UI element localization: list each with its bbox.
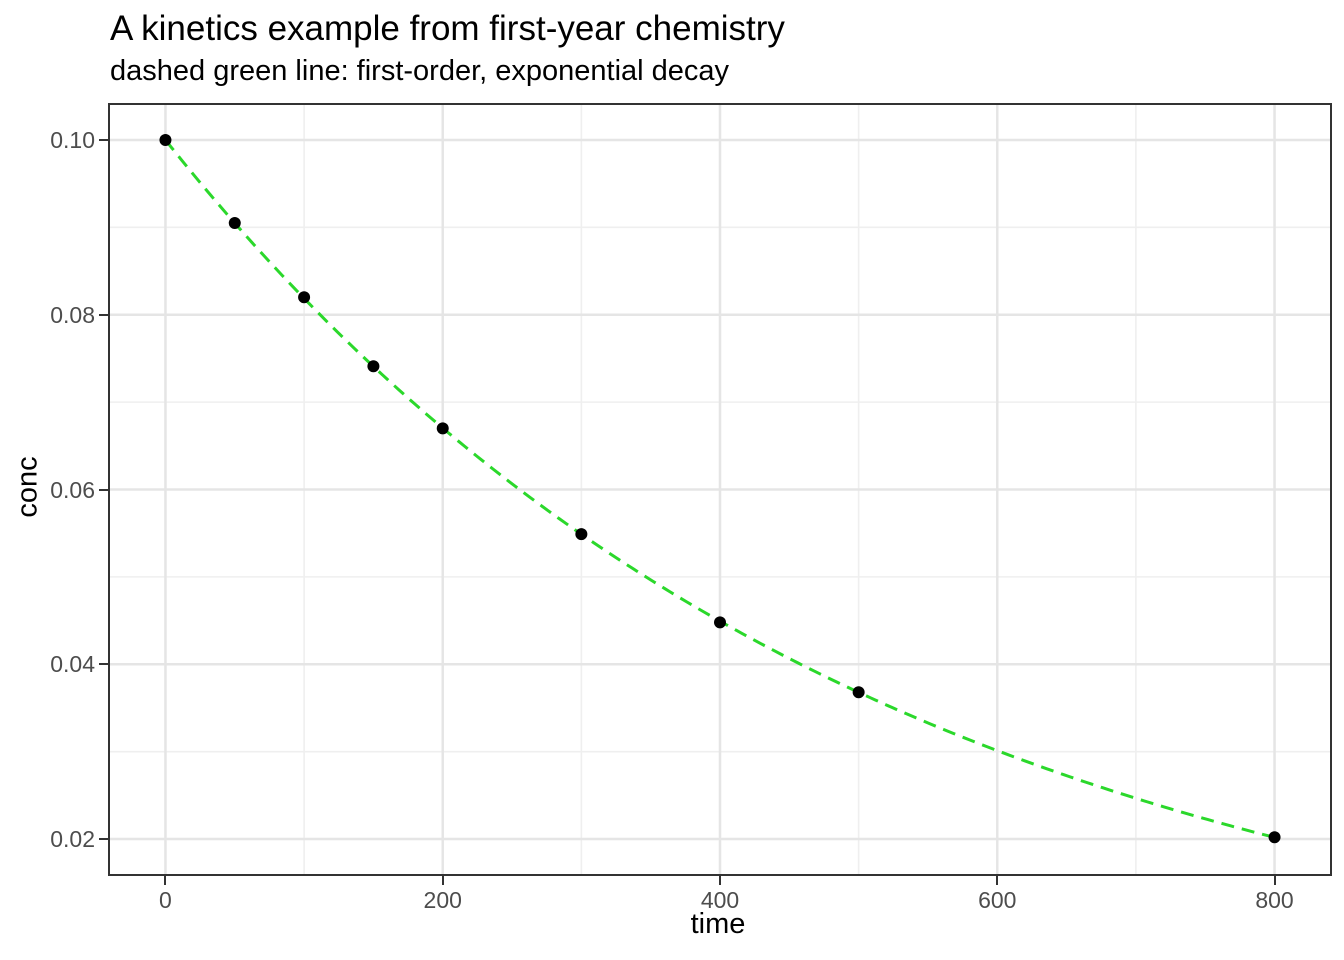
data-point	[575, 528, 588, 541]
y-tick-mark	[99, 663, 108, 666]
y-tick-label: 0.06	[50, 476, 95, 503]
y-tick-mark	[99, 313, 108, 316]
x-tick-mark	[164, 876, 167, 885]
y-tick-mark	[99, 488, 108, 491]
x-tick-label: 200	[423, 887, 462, 913]
x-tick-mark	[719, 876, 721, 885]
y-tick-label: 0.02	[50, 826, 95, 853]
y-tick-label: 0.08	[50, 301, 95, 328]
data-point	[298, 291, 311, 304]
data-point	[1268, 831, 1281, 844]
x-tick-label: 800	[1255, 887, 1294, 913]
x-axis-title: time	[690, 908, 746, 940]
data-point	[714, 616, 726, 629]
y-tick-mark	[99, 138, 108, 141]
data-point	[367, 360, 380, 373]
plot-panel	[108, 103, 1332, 876]
chart-title: A kinetics example from first-year chemi…	[110, 9, 785, 48]
x-tick-mark	[996, 876, 999, 885]
data-point	[852, 686, 865, 699]
x-tick-label: 0	[159, 887, 172, 913]
y-tick-mark	[99, 838, 108, 841]
x-tick-mark	[1273, 876, 1276, 885]
grid-major	[110, 105, 1330, 874]
data-points	[159, 133, 1281, 844]
y-tick-label: 0.10	[50, 126, 95, 153]
y-tick-label: 0.04	[50, 651, 95, 678]
x-tick-label: 400	[700, 887, 740, 913]
chart-canvas	[110, 105, 1330, 874]
x-tick-mark	[441, 876, 444, 885]
data-point	[159, 133, 172, 146]
data-point	[436, 422, 449, 435]
x-tick-label: 600	[978, 887, 1017, 913]
chart-subtitle: dashed green line: first-order, exponent…	[110, 55, 730, 87]
data-point	[228, 216, 241, 229]
